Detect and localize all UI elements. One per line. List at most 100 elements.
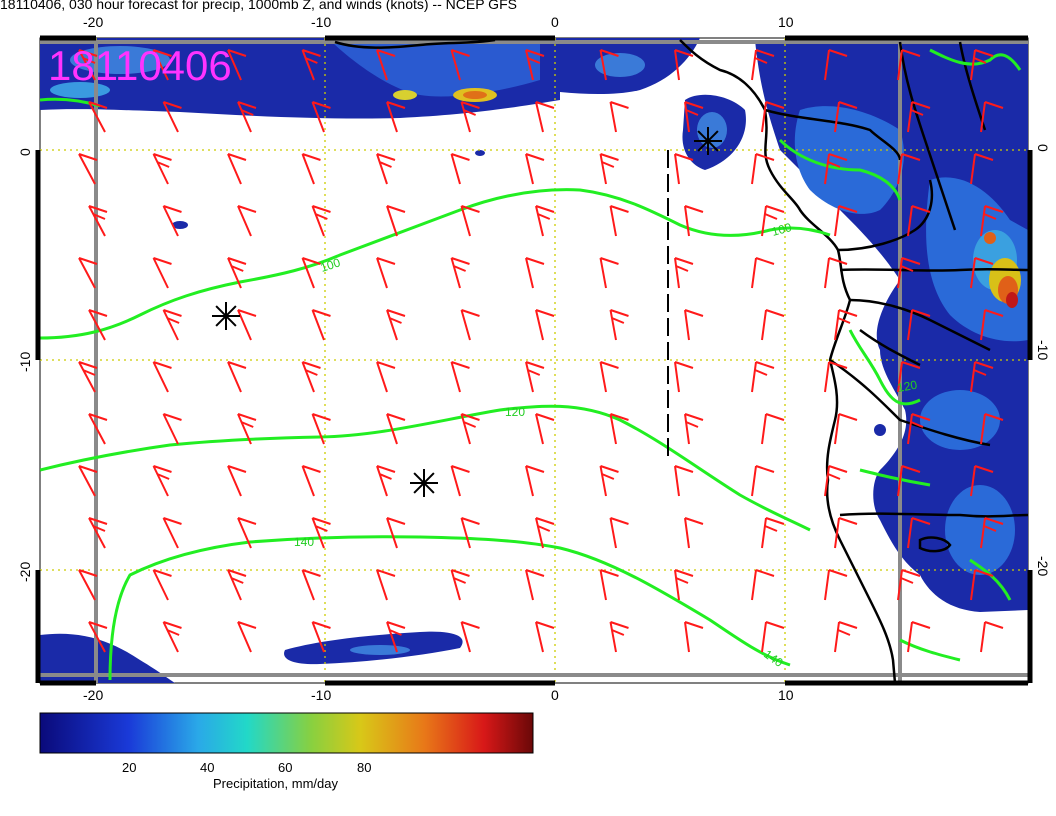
wind-barb [834, 621, 858, 653]
wind-barb [599, 569, 619, 601]
wind-barb [834, 517, 858, 549]
wind-barb [684, 621, 704, 653]
wind-barb [609, 309, 629, 341]
wind-barb [674, 153, 694, 185]
wind-barb [450, 257, 470, 289]
y-tick-right-3: -20 [1035, 556, 1051, 576]
wind-barb [761, 205, 785, 237]
x-tick-top-2: -10 [311, 14, 331, 30]
wind-barb [980, 413, 1004, 445]
wind-barb [599, 361, 619, 393]
wind-barb [824, 49, 848, 81]
wind-barb [227, 49, 247, 81]
wind-barb [535, 101, 555, 133]
wind-barb [970, 465, 994, 497]
wind-barb [227, 361, 247, 393]
wind-barb [237, 205, 257, 237]
wind-barb [525, 465, 545, 497]
wind-barb [450, 153, 470, 185]
wind-barb [980, 101, 1004, 133]
wind-barb [450, 465, 470, 497]
x-tick-top-4: 10 [778, 14, 794, 30]
wind-barb [907, 309, 931, 341]
wind-barb [237, 413, 257, 445]
wind-barb [525, 153, 545, 185]
wind-barb [227, 257, 247, 289]
wind-barb [301, 361, 321, 393]
wind-barb [761, 101, 785, 133]
asterisk-marker-2 [410, 469, 438, 497]
wind-barb [980, 517, 1004, 549]
wind-barb [525, 361, 545, 393]
wind-barb [376, 465, 396, 497]
wind-barb [751, 361, 775, 393]
wind-barb [535, 205, 555, 237]
wind-barb [751, 465, 775, 497]
wind-barb [162, 621, 182, 653]
colorbar-caption: Precipitation, mm/day [213, 776, 338, 791]
height-contours [40, 48, 1022, 681]
wind-barb [88, 517, 108, 549]
wind-barb [237, 517, 257, 549]
wind-barb [227, 465, 247, 497]
wind-barb [824, 153, 848, 185]
wind-barb [897, 361, 921, 393]
wind-barb [684, 101, 704, 133]
map-title: 18110406, 030 hour forecast for precip, … [0, 0, 517, 12]
wind-barb [761, 309, 785, 341]
wind-barb [761, 621, 785, 653]
colorbar-tick-40: 40 [200, 760, 214, 775]
wind-barb [751, 49, 775, 81]
wind-barb [599, 257, 619, 289]
colorbar-tick-60: 60 [278, 760, 292, 775]
date-stamp: 18110406 [48, 42, 232, 89]
wind-barb [970, 569, 994, 601]
wind-barb [386, 309, 406, 341]
wind-barb [152, 49, 172, 81]
wind-barb [450, 569, 470, 601]
wind-barb [980, 205, 1004, 237]
wind-barb [980, 621, 1004, 653]
wind-barb [684, 205, 704, 237]
wind-barb [78, 153, 98, 185]
wind-barb [386, 205, 406, 237]
precip-colorbar [39, 712, 534, 754]
wind-barb [599, 153, 619, 185]
colorbar-tick-80: 80 [357, 760, 371, 775]
wind-barb [460, 413, 480, 445]
wind-barb [460, 621, 480, 653]
wind-barb [907, 517, 931, 549]
wind-barb [152, 361, 172, 393]
wind-barb [599, 465, 619, 497]
wind-barb [609, 101, 629, 133]
wind-barb [674, 361, 694, 393]
wind-barb [152, 257, 172, 289]
wind-barb [376, 153, 396, 185]
wind-barb [751, 153, 775, 185]
wind-barb [970, 361, 994, 393]
x-tick-top-1: -20 [83, 14, 103, 30]
wind-barb [162, 413, 182, 445]
wind-barb [460, 517, 480, 549]
wind-barb [227, 569, 247, 601]
storm-markers [212, 127, 722, 497]
wind-barb [599, 49, 619, 81]
wind-barb [897, 49, 921, 81]
wind-barb [78, 465, 98, 497]
wind-barb [88, 205, 108, 237]
wind-barb [376, 257, 396, 289]
wind-barb [376, 569, 396, 601]
wind-barb [897, 465, 921, 497]
wind-barb [761, 413, 785, 445]
wind-barb [834, 101, 858, 133]
x-tick-top-3: 0 [551, 14, 559, 30]
wind-barb [386, 517, 406, 549]
wind-barb [824, 465, 848, 497]
wind-barb [311, 413, 331, 445]
y-tick-left-2: -10 [17, 352, 33, 372]
wind-barb [535, 309, 555, 341]
wind-barb [535, 517, 555, 549]
wind-barb [237, 101, 257, 133]
wind-barb [460, 205, 480, 237]
